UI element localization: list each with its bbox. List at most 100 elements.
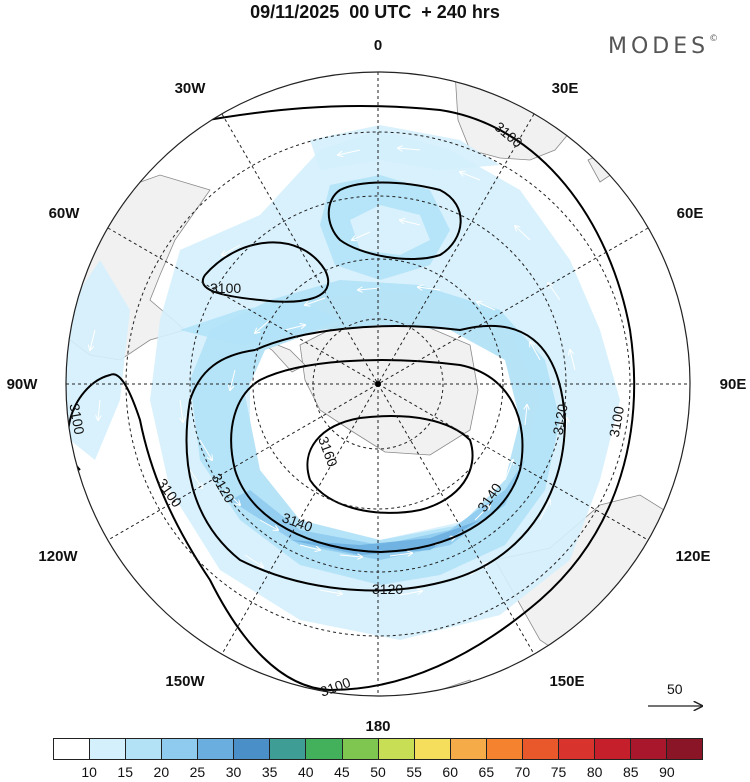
latitude-circle — [312, 318, 444, 450]
height-contours — [67, 104, 636, 692]
brand-name: MODES — [608, 34, 710, 59]
colorbar-swatch — [126, 739, 163, 759]
contour-3140 — [230, 359, 524, 554]
wind-vector — [259, 519, 278, 530]
colorbar-swatch — [198, 739, 235, 759]
contour-label: 3120 — [372, 581, 403, 597]
lon-label-0: 0 — [374, 37, 382, 54]
land-new-zealand — [439, 679, 479, 696]
land-madagascar — [587, 149, 619, 183]
colorbar-swatch — [378, 739, 415, 759]
wind-vector — [515, 226, 531, 241]
wind-vector — [548, 283, 561, 301]
colorbar-swatch — [306, 739, 343, 759]
wind-vector — [358, 288, 381, 290]
contour-label: 3100 — [318, 674, 353, 700]
lon-label-120w: 120W — [38, 548, 78, 565]
lon-label-150w: 150W — [165, 673, 205, 690]
wind-vector — [460, 172, 481, 181]
south-pole-dot — [375, 381, 381, 387]
wind-band-north — [310, 125, 500, 170]
wind-vector — [570, 350, 576, 371]
wind-vector — [244, 554, 263, 567]
colorbar-tick-label: 25 — [189, 764, 206, 780]
meridian — [107, 227, 649, 541]
colorbar-swatch — [54, 739, 91, 759]
wind-vector — [189, 469, 202, 488]
colorbar-tick-label: 90 — [659, 764, 675, 780]
wind-vector — [284, 325, 305, 331]
lon-label-30e: 30E — [552, 80, 579, 97]
contour-label: 3120 — [550, 403, 571, 437]
wind-vector — [338, 149, 361, 155]
contour-3100-wavy — [202, 241, 330, 303]
colorbar-tick-label: 30 — [225, 764, 242, 780]
colorbar-tick-label: 35 — [261, 764, 278, 780]
colorbar-swatch — [522, 739, 559, 759]
copyright-mark: © — [709, 34, 719, 44]
wind-vector — [400, 220, 421, 226]
wind-vector — [389, 553, 412, 556]
colorbar-swatch — [90, 739, 127, 759]
contour-label: 3100 — [210, 280, 241, 296]
lon-label-120e: 120E — [675, 548, 710, 565]
wind-vector — [418, 287, 441, 290]
wind-vector — [230, 369, 236, 390]
colorbar-tick-label: 55 — [406, 764, 422, 780]
colorbar-swatch — [414, 739, 451, 759]
map-title: 09/11/2025 00 UTC + 240 hrs — [250, 2, 500, 22]
contour-3100-small — [327, 181, 462, 261]
colorbar-tick-label: 80 — [586, 764, 603, 780]
map-disk — [66, 72, 690, 696]
wind-vector — [525, 405, 527, 426]
colorbar-swatch — [558, 739, 595, 759]
lon-label-60e: 60E — [677, 205, 704, 222]
colorbar-tick-label: 45 — [334, 764, 350, 780]
colorbar-swatch — [631, 739, 668, 759]
meridian — [221, 113, 535, 655]
wind-band-west — [66, 260, 130, 460]
colorbar-tick-label: 65 — [478, 764, 495, 780]
longitude-labels: 0 30E 60E 90E 120E 150E 180 150W 120W 90… — [7, 37, 747, 735]
colorbar-tick-label: 40 — [297, 764, 314, 780]
colorbar-tick-label: 70 — [514, 764, 531, 780]
contour-3100-outer — [67, 104, 636, 692]
colorbar-swatch — [162, 739, 199, 759]
wind-vector — [504, 460, 513, 481]
wind-vector — [199, 439, 212, 460]
contour-label: 3160 — [315, 434, 341, 469]
lon-label-180: 180 — [365, 718, 390, 735]
wind-vector — [98, 399, 100, 420]
colorbar-tick-label: 85 — [622, 764, 639, 780]
lon-label-150e: 150E — [549, 673, 584, 690]
colorbar-swatch — [486, 739, 523, 759]
wind-vector — [477, 302, 496, 311]
contour-label: 3100 — [606, 405, 627, 439]
wind-vector — [305, 297, 326, 305]
colorbar-tick-label: 10 — [81, 764, 97, 780]
wind-vector — [530, 342, 541, 361]
map-border — [65, 71, 691, 697]
colorbar-swatch — [450, 739, 487, 759]
wind-vector — [539, 500, 550, 521]
wind-vector — [398, 148, 421, 150]
lon-label-90w: 90W — [7, 376, 39, 393]
colorbar-swatch — [234, 739, 271, 759]
colorbar-tick-label: 60 — [442, 764, 459, 780]
wind-band-west-inner — [180, 300, 340, 345]
colorbar-swatch — [342, 739, 379, 759]
brand-logo: MODES© — [608, 34, 718, 59]
meridian — [221, 113, 535, 655]
wind-vector — [255, 319, 271, 333]
wind-vector — [319, 589, 342, 594]
wind-shading — [66, 125, 620, 640]
colorbar — [53, 738, 703, 760]
colorbar-tick-label: 75 — [550, 764, 567, 780]
reference-vector-label: 50 — [667, 681, 683, 697]
colorbar-swatch — [270, 739, 307, 759]
wind-band-upper — [320, 175, 450, 280]
colorbar-swatch — [594, 739, 631, 759]
colorbar-tick-label: 20 — [153, 764, 170, 780]
wind-vector — [90, 329, 96, 350]
